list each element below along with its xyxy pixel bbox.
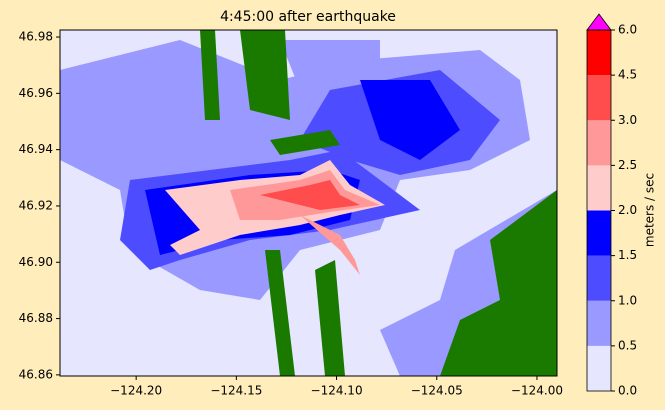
colorbar-tick-label: 0.0 — [618, 384, 637, 398]
colorbar-tick-label: 3.0 — [618, 113, 637, 127]
chart-title: 4:45:00 after earthquake — [220, 9, 396, 25]
colorbar-segment — [587, 30, 611, 76]
colorbar-segment — [587, 120, 611, 166]
colorbar-label: meters / sec — [643, 173, 657, 247]
colorbar-tick-label: 1.5 — [618, 248, 637, 262]
x-tick-label: −124.20 — [110, 384, 162, 398]
colorbar-segment — [587, 255, 611, 301]
y-tick-label: 46.90 — [19, 255, 53, 269]
colorbar-tick-label: 4.5 — [618, 68, 637, 82]
y-tick-label: 46.94 — [19, 142, 53, 156]
colorbar-segment — [587, 345, 611, 391]
colorbar-segment — [587, 300, 611, 346]
colorbar-segment — [587, 75, 611, 121]
x-tick-label: −124.10 — [311, 384, 363, 398]
colorbar-segment — [587, 165, 611, 211]
y-tick-label: 46.96 — [19, 86, 53, 100]
colorbar-tick-label: 1.0 — [618, 293, 637, 307]
map — [60, 30, 557, 376]
axes-frame — [59, 29, 558, 377]
colorbar-tick-label: 0.5 — [618, 338, 637, 352]
colorbar-segment — [587, 210, 611, 256]
x-tick-label: −124.15 — [210, 384, 262, 398]
y-tick-label: 46.92 — [19, 198, 53, 212]
colorbar-frame — [586, 29, 612, 392]
x-tick-label: −124.00 — [511, 384, 563, 398]
y-tick-label: 46.88 — [19, 311, 53, 325]
y-tick-label: 46.86 — [19, 367, 53, 381]
x-tick-label: −124.05 — [411, 384, 463, 398]
y-tick-label: 46.98 — [19, 30, 53, 44]
colorbar-tick-label: 2.5 — [618, 158, 637, 172]
colorbar-tick-label: 2.0 — [618, 203, 637, 217]
colorbar-tick-label: 6.0 — [618, 23, 637, 37]
